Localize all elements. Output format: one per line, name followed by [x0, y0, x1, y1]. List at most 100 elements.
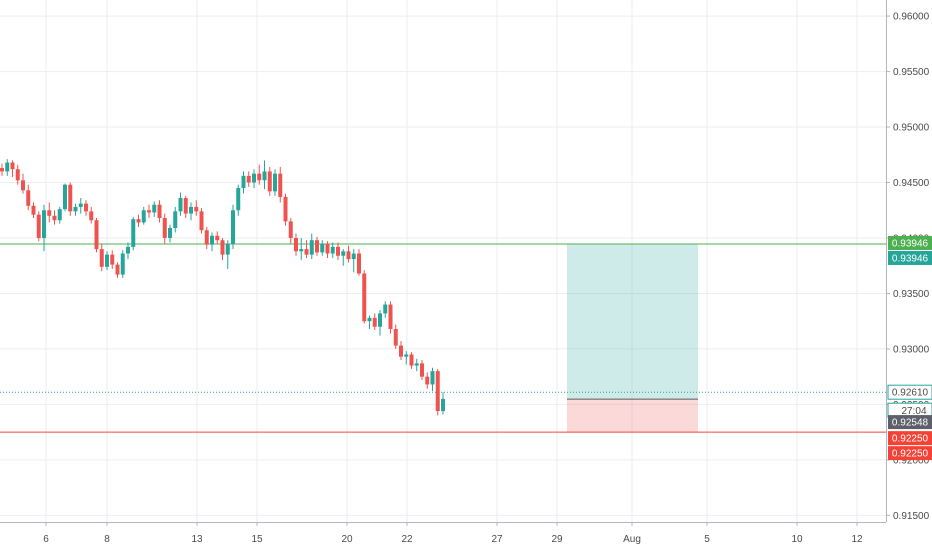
candle[interactable] [110, 250, 115, 270]
candle[interactable] [157, 200, 162, 223]
candle[interactable] [414, 358, 419, 372]
candle[interactable] [320, 240, 325, 256]
date-tick-label: 12 [851, 534, 863, 545]
candle[interactable] [63, 183, 67, 212]
candle[interactable] [288, 218, 293, 244]
candle[interactable] [5, 159, 10, 176]
candle[interactable] [362, 270, 367, 324]
candle[interactable] [0, 163, 4, 176]
candle[interactable] [393, 324, 398, 349]
candle[interactable] [252, 169, 256, 189]
candle[interactable] [162, 213, 167, 244]
candle[interactable] [42, 204, 46, 252]
stop-price-tag-bg [888, 431, 932, 446]
candle[interactable] [257, 164, 262, 185]
profit-zone[interactable] [567, 243, 698, 400]
stop-price-tag-2[interactable]: 0.92250 [888, 446, 932, 461]
candle[interactable] [225, 240, 230, 270]
candle[interactable] [425, 372, 430, 389]
stop-price-tag[interactable]: 0.92250 [888, 431, 932, 446]
candle[interactable] [315, 236, 319, 256]
date-axis[interactable]: 6 8 13 15 20 22 27 29 Aug 5 10 12 [0, 522, 886, 550]
target-price-tag[interactable]: 0.93946 [888, 235, 932, 250]
entry-price-tag[interactable]: 0.92548 [888, 415, 932, 430]
candle[interactable] [131, 216, 136, 251]
candle[interactable] [351, 249, 356, 273]
candle[interactable] [278, 166, 283, 203]
candle[interactable] [357, 249, 361, 276]
candle[interactable] [189, 202, 193, 221]
candle[interactable] [199, 208, 204, 234]
candle[interactable] [173, 206, 178, 233]
candle[interactable] [304, 240, 309, 258]
candle[interactable] [183, 195, 188, 219]
candle[interactable] [236, 184, 241, 216]
candle[interactable] [141, 206, 146, 225]
current-price-tag[interactable]: 0.92610 27:04 [887, 384, 932, 418]
candle[interactable] [136, 214, 141, 227]
candle[interactable] [31, 202, 36, 219]
candle[interactable] [47, 202, 52, 223]
candle[interactable] [309, 233, 314, 260]
candle[interactable] [273, 169, 277, 196]
candle[interactable] [341, 249, 346, 266]
candle[interactable] [441, 392, 445, 415]
candle[interactable] [15, 164, 20, 185]
candle[interactable] [78, 198, 83, 214]
candle[interactable] [178, 192, 183, 216]
candle[interactable] [89, 206, 94, 224]
candle[interactable] [231, 204, 235, 250]
candle[interactable] [325, 241, 330, 258]
candle[interactable] [73, 203, 78, 216]
candle[interactable] [267, 166, 272, 196]
candle[interactable] [330, 242, 335, 258]
candle[interactable] [26, 184, 31, 211]
candle[interactable] [10, 160, 15, 177]
candle[interactable] [336, 242, 340, 261]
candle[interactable] [367, 315, 372, 329]
candle[interactable] [372, 313, 377, 331]
candle[interactable] [152, 201, 157, 217]
candle[interactable] [241, 171, 246, 194]
loss-zone[interactable] [567, 399, 698, 433]
candle[interactable] [204, 226, 209, 250]
candle[interactable] [430, 367, 435, 392]
candle[interactable] [21, 173, 25, 194]
candle[interactable] [420, 360, 424, 380]
candle[interactable] [168, 224, 172, 243]
price-axis[interactable]: 0.960000.955000.950000.945000.940000.935… [886, 0, 932, 550]
candle[interactable] [120, 250, 125, 278]
candle[interactable] [147, 204, 151, 219]
candle[interactable] [399, 341, 403, 361]
candle[interactable] [126, 242, 130, 260]
candle[interactable] [68, 182, 73, 216]
candle[interactable] [294, 233, 298, 256]
candle[interactable] [115, 262, 120, 278]
candle[interactable] [404, 351, 409, 365]
candle[interactable] [435, 368, 440, 416]
candle[interactable] [220, 237, 225, 261]
candle[interactable] [283, 193, 288, 226]
candle[interactable] [215, 231, 220, 244]
candle[interactable] [57, 206, 62, 224]
candle[interactable] [99, 243, 104, 272]
candle[interactable] [36, 211, 41, 242]
candle[interactable] [84, 200, 88, 216]
candle[interactable] [383, 301, 388, 318]
candle[interactable] [105, 251, 109, 271]
candle[interactable] [94, 218, 99, 253]
candle[interactable] [262, 160, 267, 190]
candle[interactable] [388, 301, 393, 334]
candle[interactable] [52, 210, 57, 225]
candle[interactable] [409, 352, 414, 369]
target-price-tag-2[interactable]: 0.93946 [888, 250, 932, 265]
candle[interactable] [299, 237, 304, 261]
candle[interactable] [194, 200, 199, 216]
candle[interactable] [346, 245, 351, 263]
candle[interactable] [378, 310, 382, 336]
candle[interactable] [246, 171, 251, 187]
candle[interactable] [210, 232, 214, 252]
candle-body [220, 240, 225, 255]
